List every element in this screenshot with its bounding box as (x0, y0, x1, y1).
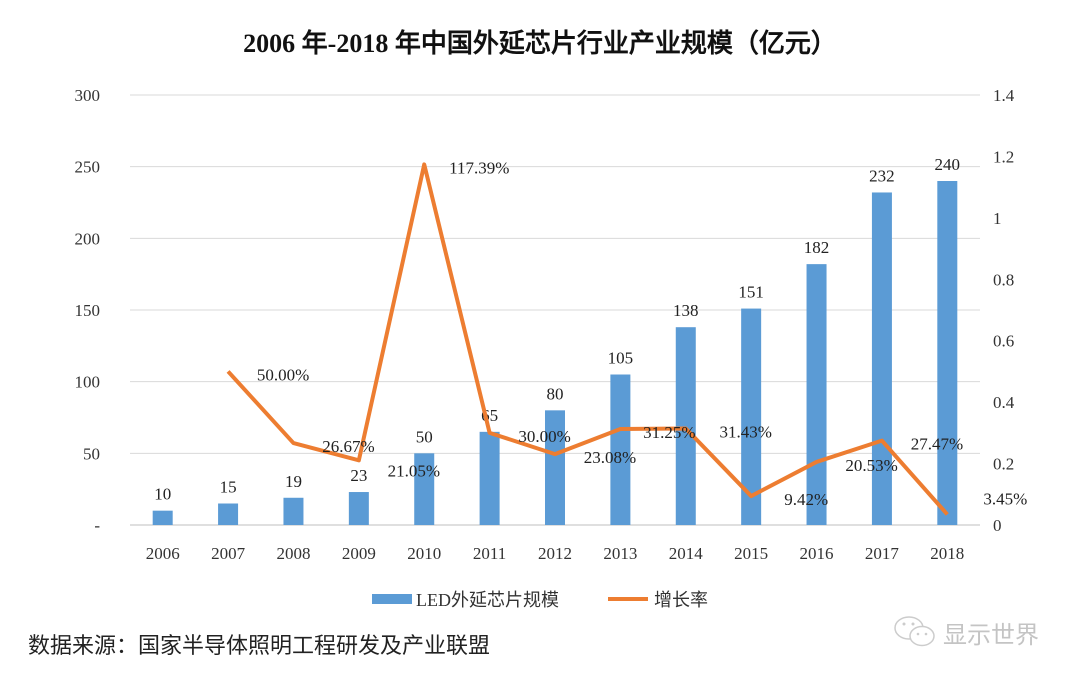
line-data-label: 27.47% (911, 435, 963, 454)
bar-data-label: 10 (154, 485, 171, 504)
bar-data-label: 19 (285, 472, 302, 491)
line-data-label: 50.00% (257, 365, 309, 384)
bar (218, 503, 239, 525)
bar-data-label: 105 (608, 349, 634, 368)
bar (283, 497, 304, 525)
bar (871, 192, 892, 525)
y-left-tick-label: 100 (75, 373, 101, 392)
y-left-tick-label: 50 (83, 444, 100, 463)
y-left-tick-label: 300 (75, 86, 101, 105)
y-left-tick-label: - (94, 516, 100, 535)
y-left-tick-label: 200 (75, 229, 101, 248)
line-data-label: 20.53% (845, 456, 897, 475)
bar-data-label: 50 (416, 427, 433, 446)
bar-data-label: 80 (547, 384, 564, 403)
line-data-label: 26.67% (322, 437, 374, 456)
chart-title: 2006 年-2018 年中国外延芯片行业产业规模（亿元） (243, 28, 837, 58)
bar-data-label: 151 (738, 283, 764, 302)
watermark-text: 显示世界 (943, 620, 1039, 649)
x-tick-label: 2015 (734, 544, 768, 563)
y-left-tick-label: 150 (75, 301, 101, 320)
bar (348, 492, 369, 525)
bar (479, 431, 500, 525)
bar (741, 308, 762, 525)
y-right-tick-label: 1.4 (993, 86, 1015, 105)
line-data-label: 23.08% (584, 448, 636, 467)
bar-data-label: 138 (673, 301, 699, 320)
x-tick-label: 2006 (146, 544, 180, 563)
bar (545, 410, 565, 525)
y-right-tick-label: 0 (993, 516, 1002, 535)
y-right-tick-label: 0.4 (993, 393, 1015, 412)
bar-data-label: 232 (869, 166, 895, 185)
y-right-tick-label: 0.8 (993, 270, 1014, 289)
line-data-label: 117.39% (449, 158, 509, 177)
y-left-tick-label: 250 (75, 158, 101, 177)
source-note: 数据来源：国家半导体照明工程研发及产业联盟 (28, 634, 491, 659)
line-data-label: 31.25% (643, 423, 695, 442)
line-data-label: 3.45% (983, 489, 1027, 508)
growth-rate-line (226, 162, 949, 516)
bar (610, 374, 631, 525)
wechat-icon (894, 616, 935, 647)
line-data-label: 9.42% (784, 490, 828, 509)
x-tick-label: 2012 (538, 544, 572, 563)
y-right-tick-label: 1.2 (993, 147, 1014, 166)
bar (414, 453, 435, 525)
bar-data-label: 240 (935, 155, 961, 174)
bar-data-label: 15 (220, 478, 237, 497)
x-tick-label: 2008 (276, 544, 310, 563)
bar (675, 327, 696, 525)
y-right-tick-label: 0.2 (993, 455, 1014, 474)
bar (152, 510, 173, 525)
legend-label-bar: LED外延芯片规模 (416, 590, 559, 610)
watermark: 显示世界 (893, 614, 1039, 650)
line-data-label: 21.05% (388, 461, 440, 480)
bar-data-label: 182 (804, 238, 830, 257)
y-right-tick-label: 1 (993, 209, 1002, 228)
x-tick-label: 2007 (211, 544, 246, 563)
y-right-tick-label: 0.6 (993, 332, 1014, 351)
legend-label-line: 增长率 (654, 590, 708, 610)
x-tick-label: 2013 (603, 544, 637, 563)
line-data-label: 30.00% (518, 427, 570, 446)
x-tick-label: 2014 (669, 544, 704, 563)
legend-swatch-bar (372, 594, 412, 604)
bar (806, 264, 827, 525)
bar-data-label: 23 (350, 466, 367, 485)
x-tick-label: 2018 (930, 544, 964, 563)
line-data-label: 31.43% (720, 422, 772, 441)
x-tick-label: 2009 (342, 544, 376, 563)
x-tick-label: 2016 (800, 544, 834, 563)
x-tick-label: 2017 (865, 544, 900, 563)
x-tick-label: 2011 (473, 544, 506, 563)
x-tick-label: 2010 (407, 544, 441, 563)
bar (937, 181, 958, 525)
